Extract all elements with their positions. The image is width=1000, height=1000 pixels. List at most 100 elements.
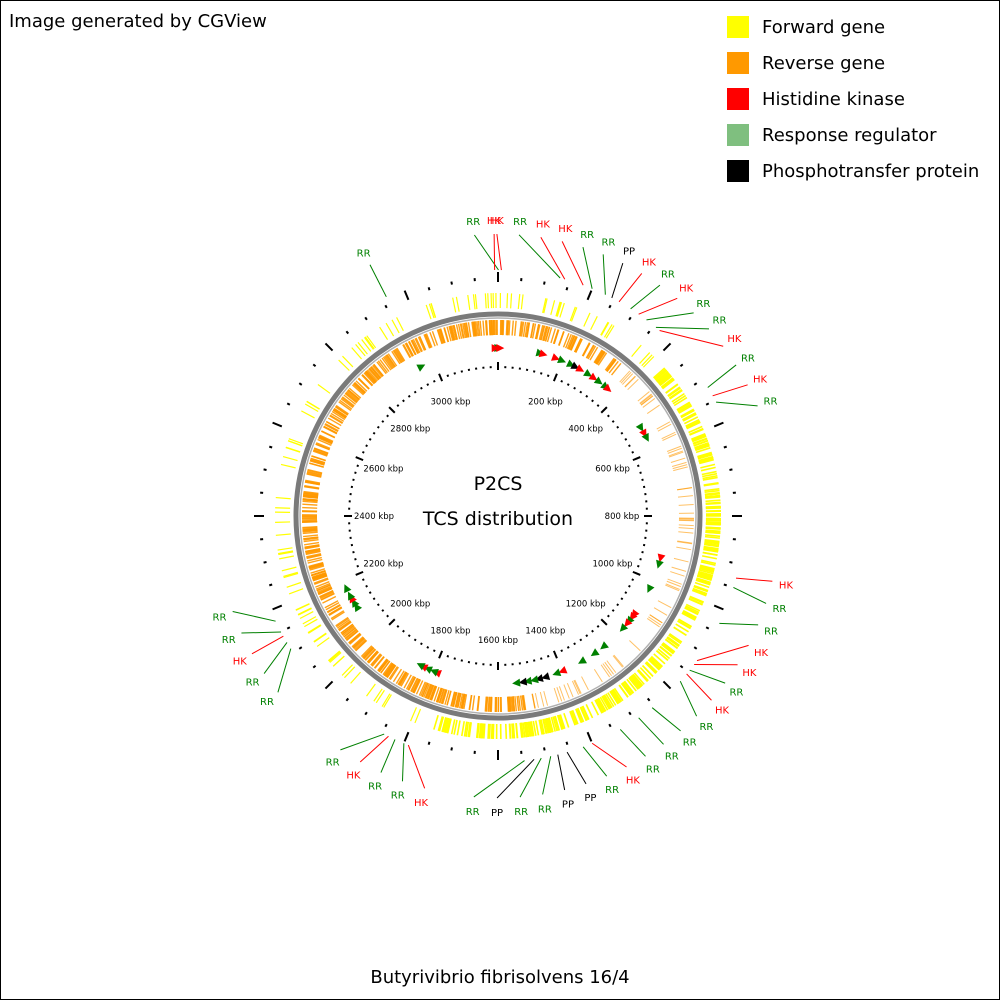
scale-tick-label: 800 kbp [605,512,640,522]
reverse-gene-tick [341,624,355,636]
reverse-gene-tick [429,331,436,347]
reverse-gene-tick [423,334,431,349]
outer-major-tick [403,731,410,742]
hk-callout-line [251,635,284,655]
reverse-gene-tick [452,692,458,708]
forward-gene-tick [385,322,395,337]
forward-gene-tick [684,607,699,616]
hk-marker [551,353,560,361]
hk-marker [558,665,568,674]
outer-minor-tick [679,363,684,368]
reverse-gene-tick [311,572,327,579]
reverse-gene-tick [395,670,405,684]
reverse-gene-tick [396,347,406,362]
reverse-gene-tick [329,415,343,425]
forward-gene-tick [455,296,460,312]
forward-gene-tick [650,656,663,668]
reverse-gene-tick [355,380,368,392]
scale-minor-tick [631,578,635,582]
reverse-gene-tick [412,338,421,354]
reverse-gene-tick [378,659,389,673]
forward-gene-tick [475,722,479,739]
reverse-gene-tick [302,500,318,504]
forward-gene-tick [570,307,578,322]
reverse-gene-tick [539,325,545,341]
forward-gene-tick [705,522,721,525]
rr-callout-line [263,642,288,674]
scale-minor-tick [365,584,368,588]
legend-swatch-phosphotransfer-protein [727,160,749,182]
forward-gene-tick [510,293,513,309]
rr-callout-line [733,586,767,604]
legend-label: Histidine kinase [762,88,905,110]
reverse-gene-tick [305,550,321,556]
reverse-gene-tick [382,356,393,370]
rr-label: RR [683,738,697,749]
rr-callout-line [401,743,405,782]
forward-gene-tick [506,293,509,309]
reverse-gene-tick [565,333,572,349]
reverse-gene-tick [463,694,468,710]
reverse-gene-tick [302,530,318,533]
hk-label: HK [233,657,248,668]
forward-gene-tick [481,723,485,739]
rr-marker [557,355,566,363]
forward-gene-tick [648,658,660,671]
reverse-gene-tick [484,696,487,712]
forward-gene-tick [611,689,622,703]
rr-label: RR [466,217,480,228]
reverse-gene-tick [335,616,349,627]
forward-gene-tick [556,301,562,317]
pp-callout-line [611,262,624,299]
scale-minor-tick [566,646,570,649]
forward-gene-tick [673,396,688,407]
forward-gene-tick [689,595,705,603]
scale-major-tick [388,406,396,414]
reverse-gene-tick [368,367,380,380]
reverse-gene-tick [330,610,345,620]
forward-gene-tick [555,301,561,317]
reverse-gene-tick [327,604,341,614]
hk-callout-line [561,241,584,286]
scale-major-tick [355,570,364,576]
pp-callout-line [566,751,587,785]
reverse-gene-tick [661,431,676,440]
forward-gene-tick [364,336,375,350]
outer-minor-tick [628,316,632,321]
scale-minor-tick [546,374,550,377]
forward-gene-tick [304,403,319,413]
reverse-gene-tick [464,322,468,338]
hk-callout-line [407,744,426,789]
forward-gene-tick [483,723,486,739]
forward-gene-tick [524,722,528,738]
reverse-gene-tick [677,487,693,491]
reverse-gene-tick [303,534,319,538]
reverse-gene-tick [388,666,399,680]
forward-gene-tick [278,551,294,556]
scale-minor-tick [361,578,365,582]
forward-gene-tick [512,723,516,739]
forward-gene-tick [590,316,598,331]
reverse-gene-tick [370,366,381,379]
reverse-gene-tick [656,421,671,430]
hk-marker [538,349,548,358]
reverse-gene-tick [441,689,447,705]
forward-gene-tick [701,559,717,565]
reverse-gene-tick [303,493,319,498]
forward-gene-tick [383,694,392,708]
forward-gene-tick [552,716,558,732]
reverse-gene-tick [604,661,615,675]
forward-gene-tick [694,442,709,449]
reverse-gene-tick [482,320,485,336]
forward-gene-tick [705,526,721,529]
reverse-gene-tick [385,354,396,368]
outer-minor-tick [364,316,368,321]
reverse-gene-tick [520,321,525,337]
reverse-gene-tick [606,660,617,673]
hk-callout-line [359,735,389,763]
scale-minor-tick [546,655,550,658]
scale-minor-tick [372,431,376,435]
forward-gene-tick [666,636,681,647]
forward-gene-tick [299,611,314,620]
